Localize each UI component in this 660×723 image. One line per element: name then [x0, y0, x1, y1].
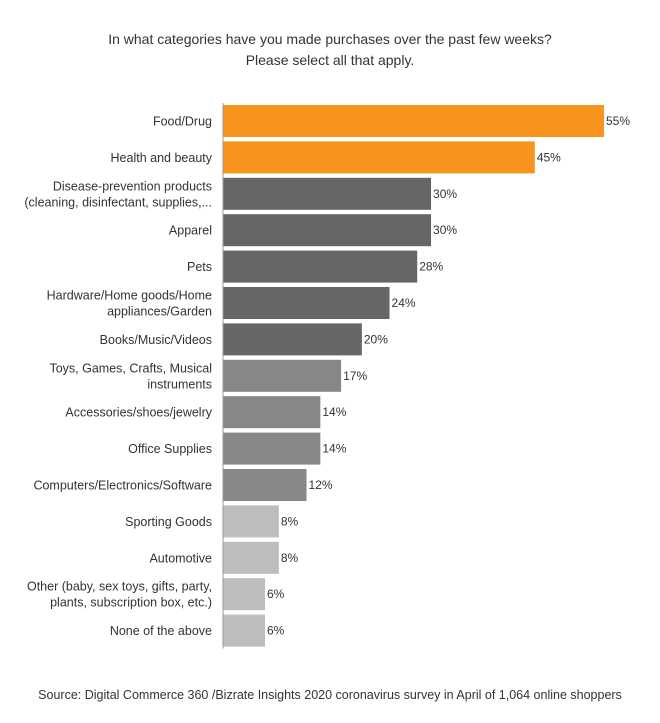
category-label-4-line-0: Pets [187, 260, 212, 274]
category-label-10-line-0: Computers/Electronics/Software [33, 479, 212, 493]
value-label-14: 6% [267, 624, 285, 638]
bar-8 [223, 396, 321, 429]
value-label-4: 28% [419, 260, 443, 274]
bar-2 [223, 177, 432, 210]
bar-7 [223, 359, 342, 392]
category-label-2: Disease-prevention products (cleaning, di… [24, 179, 212, 209]
category-label-2-line-1: (cleaning, disinfectant, supplies,... [24, 195, 212, 209]
bar-10 [223, 469, 307, 501]
bar-14 [223, 614, 266, 647]
chart-title-line-1: In what categories have you made purchas… [108, 31, 552, 47]
value-label-10: 12% [309, 478, 333, 492]
bar-4 [223, 250, 418, 283]
chart-source: Source: Digital Commerce 360 /Bizrate In… [38, 688, 622, 702]
category-label-9-line-0: Office Supplies [128, 442, 212, 456]
value-label-1: 45% [537, 150, 561, 164]
category-label-7: Toys, Games, Crafts, Musical instruments [49, 361, 212, 391]
category-label-12: Automotive [149, 551, 212, 565]
category-label-12-line-0: Automotive [149, 551, 212, 565]
bar-0 [223, 105, 604, 137]
bar-12 [223, 541, 279, 574]
category-label-5-line-0: Hardware/Home goods/Home [47, 289, 212, 303]
category-label-10: Computers/Electronics/Software [33, 479, 212, 493]
chart-title-line-2: Please select all that apply. [245, 52, 415, 68]
category-label-0-line-0: Food/Drug [153, 115, 212, 129]
bar-1 [223, 141, 535, 174]
category-label-14: None of the above [110, 624, 212, 638]
category-label-4: Pets [187, 260, 212, 274]
value-label-2: 30% [433, 187, 457, 201]
bar-13 [223, 578, 266, 611]
category-label-13-line-0: Other (baby, sex toys, gifts, party, [27, 580, 212, 594]
bar-5 [223, 287, 390, 319]
bar-6 [223, 323, 362, 356]
value-label-7: 17% [343, 369, 367, 383]
category-label-8: Accessories/shoes/jewelry [65, 406, 212, 420]
category-label-8-line-0: Accessories/shoes/jewelry [65, 406, 212, 420]
bar-11 [223, 505, 279, 538]
category-label-11: Sporting Goods [125, 515, 212, 529]
value-label-3: 30% [433, 223, 457, 237]
bar-3 [223, 214, 432, 247]
category-label-5-line-1: appliances/Garden [107, 305, 212, 319]
category-label-7-line-0: Toys, Games, Crafts, Musical [49, 361, 212, 375]
value-label-13: 6% [267, 587, 285, 601]
value-label-6: 20% [364, 332, 388, 346]
value-label-12: 8% [281, 551, 299, 565]
category-label-5: Hardware/Home goods/Home appliances/Garde… [47, 289, 212, 319]
category-label-9: Office Supplies [128, 442, 212, 456]
category-label-0: Food/Drug [153, 115, 212, 129]
category-label-13: Other (baby, sex toys, gifts, party, plan… [27, 580, 212, 610]
bar-9 [223, 432, 321, 465]
value-label-9: 14% [322, 442, 346, 456]
category-label-1-line-0: Health and beauty [111, 151, 213, 165]
category-label-3-line-0: Apparel [169, 224, 212, 238]
value-label-8: 14% [322, 405, 346, 419]
category-label-6-line-0: Books/Music/Videos [100, 333, 212, 347]
category-label-13-line-1: plants, subscription box, etc.) [50, 596, 212, 610]
category-label-3: Apparel [169, 224, 212, 238]
category-label-6: Books/Music/Videos [100, 333, 212, 347]
category-label-1: Health and beauty [111, 151, 213, 165]
category-label-2-line-0: Disease-prevention products [53, 179, 212, 193]
value-label-5: 24% [392, 296, 416, 310]
category-label-7-line-1: instruments [147, 377, 212, 391]
value-label-0: 55% [606, 114, 630, 128]
category-label-14-line-0: None of the above [110, 624, 212, 638]
category-label-11-line-0: Sporting Goods [125, 515, 212, 529]
value-label-11: 8% [281, 514, 299, 528]
